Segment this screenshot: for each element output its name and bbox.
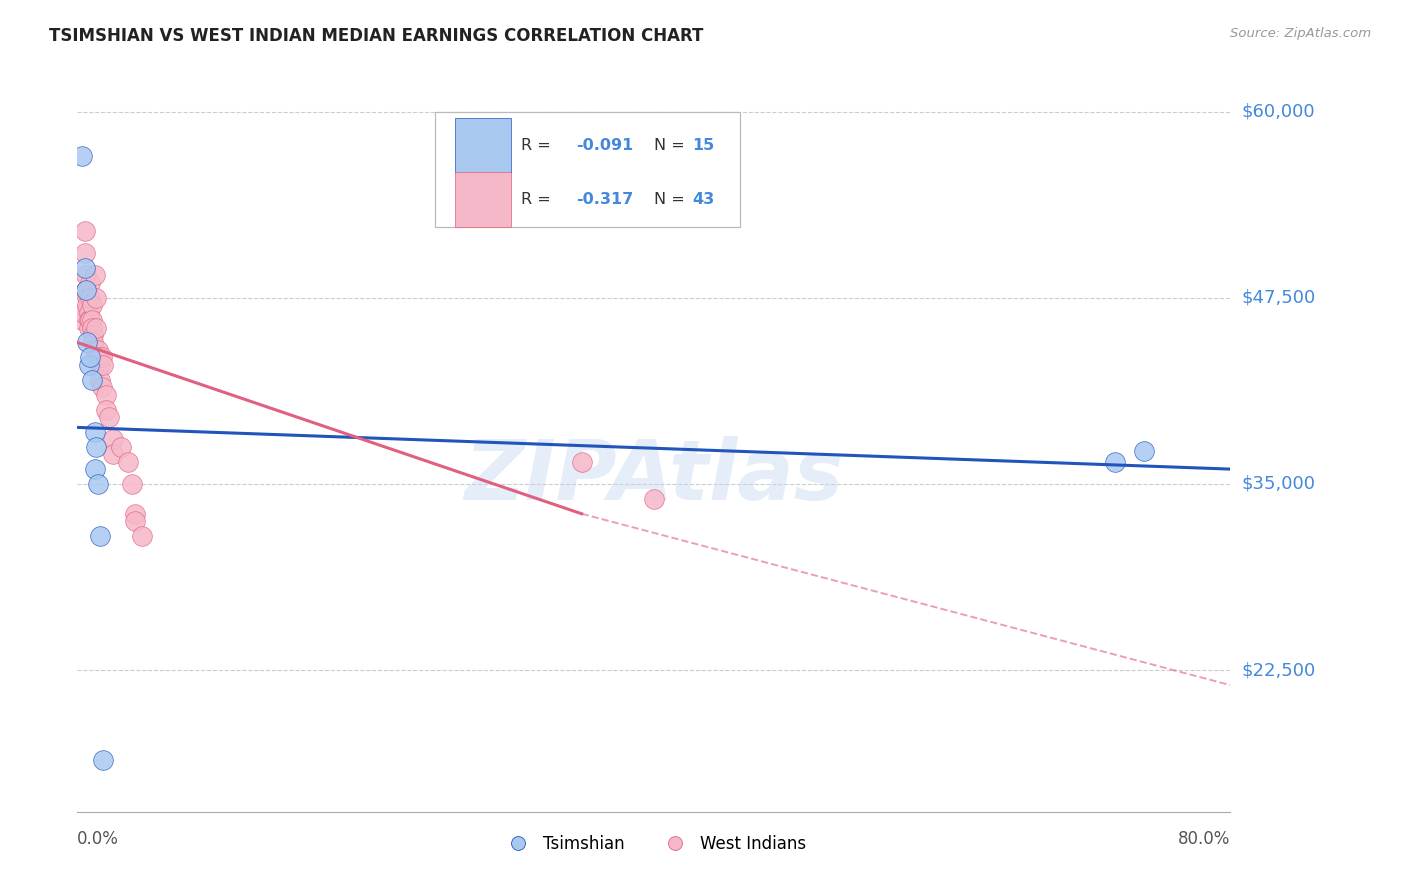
- Point: [91, 358, 114, 372]
- Text: Source: ZipAtlas.com: Source: ZipAtlas.com: [1230, 27, 1371, 40]
- Text: $47,500: $47,500: [1241, 289, 1316, 307]
- Point: [89, 373, 111, 387]
- FancyBboxPatch shape: [456, 118, 510, 173]
- Point: [76, 335, 98, 350]
- Point: [87, 351, 110, 365]
- Point: [73, 246, 96, 260]
- Point: [98, 409, 121, 424]
- Point: [121, 477, 143, 491]
- Point: [73, 224, 96, 238]
- Point: [103, 447, 125, 461]
- Text: $35,000: $35,000: [1241, 475, 1316, 493]
- Text: ZIPAtlas: ZIPAtlas: [464, 436, 844, 517]
- Point: [79, 291, 101, 305]
- Legend: Tsimshian, West Indians: Tsimshian, West Indians: [495, 828, 813, 859]
- Text: N =: N =: [654, 138, 685, 153]
- Text: TSIMSHIAN VS WEST INDIAN MEDIAN EARNINGS CORRELATION CHART: TSIMSHIAN VS WEST INDIAN MEDIAN EARNINGS…: [49, 27, 703, 45]
- Point: [73, 260, 96, 275]
- Point: [86, 343, 108, 357]
- Point: [75, 284, 97, 298]
- FancyBboxPatch shape: [456, 171, 510, 227]
- Point: [77, 313, 100, 327]
- Point: [76, 298, 98, 312]
- Point: [83, 425, 105, 439]
- Point: [90, 380, 112, 394]
- Text: 43: 43: [692, 192, 714, 207]
- Point: [571, 455, 593, 469]
- Point: [91, 753, 114, 767]
- Text: 0.0%: 0.0%: [77, 830, 120, 847]
- Point: [83, 268, 105, 283]
- Text: 15: 15: [692, 138, 714, 153]
- Point: [1133, 444, 1156, 458]
- FancyBboxPatch shape: [434, 112, 741, 227]
- Point: [75, 268, 97, 283]
- Point: [79, 276, 101, 290]
- Text: R =: R =: [522, 138, 551, 153]
- Text: -0.317: -0.317: [576, 192, 634, 207]
- Point: [96, 402, 118, 417]
- Point: [110, 440, 132, 454]
- Point: [89, 529, 111, 543]
- Point: [76, 291, 98, 305]
- Point: [72, 306, 94, 320]
- Point: [82, 328, 104, 343]
- Point: [86, 477, 108, 491]
- Point: [70, 149, 93, 163]
- Point: [1104, 455, 1126, 469]
- Point: [80, 298, 103, 312]
- Point: [82, 335, 104, 350]
- Text: -0.091: -0.091: [576, 138, 634, 153]
- Point: [84, 291, 107, 305]
- Point: [80, 373, 103, 387]
- Point: [79, 313, 101, 327]
- Point: [77, 320, 100, 334]
- Text: $22,500: $22,500: [1241, 661, 1316, 679]
- Text: $60,000: $60,000: [1241, 103, 1315, 120]
- Point: [89, 358, 111, 372]
- Point: [77, 358, 100, 372]
- Point: [103, 433, 125, 447]
- Point: [75, 284, 97, 298]
- Point: [84, 440, 107, 454]
- Point: [124, 507, 146, 521]
- Point: [90, 351, 112, 365]
- Text: 80.0%: 80.0%: [1178, 830, 1230, 847]
- Point: [643, 491, 665, 506]
- Point: [70, 313, 93, 327]
- Point: [80, 313, 103, 327]
- Point: [124, 514, 146, 528]
- Point: [83, 343, 105, 357]
- Text: N =: N =: [654, 192, 685, 207]
- Point: [96, 387, 118, 401]
- Point: [79, 351, 101, 365]
- Point: [131, 529, 153, 543]
- Point: [83, 462, 105, 476]
- Point: [84, 320, 107, 334]
- Point: [77, 306, 100, 320]
- Point: [117, 455, 139, 469]
- Text: R =: R =: [522, 192, 551, 207]
- Point: [80, 320, 103, 334]
